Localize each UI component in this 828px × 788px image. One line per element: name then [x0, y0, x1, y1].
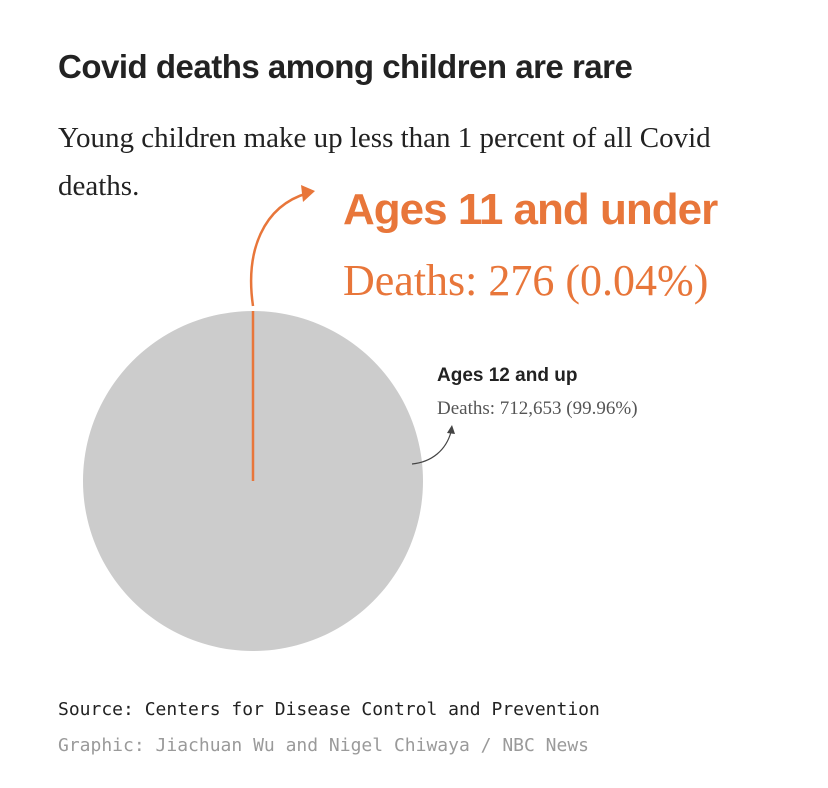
- pie-chart: Ages 11 and under Deaths: 276 (0.04%) Ages…: [82, 185, 719, 651]
- slice-label-ages-11-and-under: Ages 11 and under: [343, 185, 718, 234]
- chart-subtitle: Young children make up less than 1 perce…: [58, 122, 711, 202]
- callout-arrow-11-under: [249, 191, 309, 307]
- slice-label-ages-12-and-up: Ages 12 and up: [437, 365, 577, 386]
- chart-title: Covid deaths among children are rare: [58, 48, 633, 85]
- callout-arrow-12-up: [411, 431, 452, 465]
- slice-detail-ages-12-and-up: Deaths: 712,653 (99.96%): [437, 398, 638, 419]
- source-note: Source: Centers for Disease Control and …: [58, 699, 600, 720]
- graphic-credit: Graphic: Jiachuan Wu and Nigel Chiwaya /…: [58, 735, 590, 756]
- callout-arrowhead-12-up: [447, 425, 455, 434]
- callout-arrowhead-11-under: [301, 185, 315, 202]
- slice-detail-ages-11-and-under: Deaths: 276 (0.04%): [343, 256, 708, 305]
